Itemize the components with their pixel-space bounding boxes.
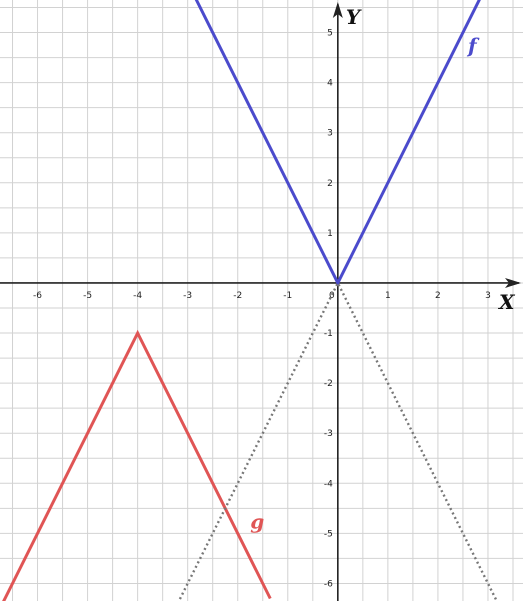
x-tick-label: -4 (133, 291, 142, 301)
y-tick-label: -4 (324, 479, 333, 489)
series-group (0, 0, 498, 601)
y-tick-label: 2 (327, 179, 333, 189)
y-tick-label: -6 (324, 579, 333, 589)
x-tick-label: -6 (33, 291, 42, 301)
y-tick-label: -3 (324, 429, 333, 439)
y-tick-label: -2 (324, 379, 333, 389)
y-tick-label: 4 (327, 79, 333, 89)
x-tick-label: 1 (385, 291, 391, 301)
y-tick-label: 1 (327, 229, 333, 239)
x-tick-label: -5 (83, 291, 92, 301)
x-tick-label: -3 (183, 291, 192, 301)
x-tick-label: 2 (435, 291, 441, 301)
x-tick-label: 3 (485, 291, 491, 301)
y-tick-label: 3 (327, 129, 333, 139)
x-axis-label: X (497, 290, 516, 314)
series-g-line (0, 333, 270, 601)
x-tick-label: -2 (233, 291, 242, 301)
series-f-label: f (466, 34, 480, 58)
series-g-label: g (250, 509, 264, 533)
x-tick-label: 0 (329, 291, 335, 301)
x-tick-label: -1 (283, 291, 292, 301)
y-tick-label: -5 (324, 529, 333, 539)
y-axis-label: Y (346, 5, 362, 29)
y-tick-label: 5 (327, 29, 333, 39)
y-tick-label: -1 (324, 329, 333, 339)
